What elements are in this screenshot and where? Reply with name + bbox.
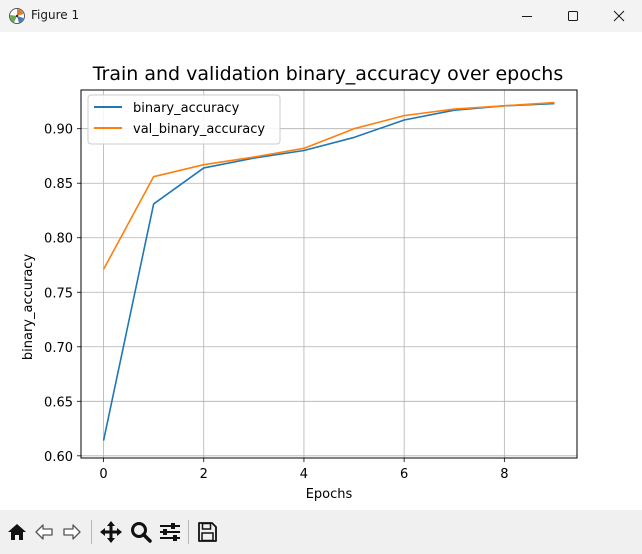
x-axis-ticks: 0 2 4 6 8 (99, 458, 508, 482)
data-series (102, 101, 555, 441)
configure-subplots-icon (160, 523, 180, 541)
x-tick-label: 4 (300, 467, 308, 482)
y-axis-ticks: 0.60 0.65 0.70 0.75 0.80 0.85 0.90 (44, 123, 81, 465)
forward-button[interactable] (59, 519, 85, 545)
x-tick-label: 6 (400, 467, 408, 482)
toolbar-separator (91, 520, 92, 544)
y-tick-label: 0.75 (44, 286, 73, 301)
legend-label-val-binary-accuracy: val_binary_accuracy (133, 122, 265, 137)
series-line-val-binary-accuracy (102, 101, 555, 270)
forward-arrow-icon (63, 524, 81, 540)
toolbar-separator (188, 520, 189, 544)
home-button[interactable] (4, 519, 30, 545)
x-tick-label: 2 (200, 467, 208, 482)
legend-box (87, 94, 281, 145)
window-title: Figure 1 (31, 8, 80, 22)
home-icon (8, 524, 26, 540)
y-tick-label: 0.65 (44, 395, 73, 410)
line-chart: Train and validation binary_accuracy ove… (21, 63, 578, 502)
y-tick-label: 0.80 (44, 232, 73, 247)
matplotlib-figure-icon (9, 8, 25, 24)
y-axis-label: binary_accuracy (21, 254, 36, 361)
x-tick-label: 0 (99, 467, 107, 482)
save-icon (198, 522, 217, 542)
figure-canvas[interactable]: Train and validation binary_accuracy ove… (0, 32, 642, 510)
chart-legend: binary_accuracy val_binary_accuracy (87, 94, 281, 145)
window-titlebar: Figure 1 (0, 0, 642, 32)
pan-icon (100, 521, 122, 543)
pan-button[interactable] (98, 519, 124, 545)
x-tick-label: 8 (500, 467, 508, 482)
y-tick-label: 0.70 (44, 341, 73, 356)
close-icon (613, 10, 625, 22)
plot-frame (80, 89, 578, 459)
back-button[interactable] (31, 519, 57, 545)
chart-title: Train and validation binary_accuracy ove… (92, 63, 564, 85)
grid-lines (81, 90, 577, 458)
y-tick-label: 0.90 (44, 123, 73, 138)
legend-label-binary-accuracy: binary_accuracy (133, 101, 240, 116)
x-axis-label: Epochs (306, 487, 353, 502)
configure-subplots-button[interactable] (157, 519, 183, 545)
save-button[interactable] (194, 519, 220, 545)
minimize-icon (522, 16, 532, 17)
back-arrow-icon (35, 524, 53, 540)
minimize-button[interactable] (504, 0, 550, 32)
navigation-toolbar (0, 510, 642, 554)
zoom-icon (131, 522, 152, 543)
maximize-button[interactable] (550, 0, 596, 32)
maximize-icon (568, 11, 578, 21)
close-button[interactable] (596, 0, 642, 32)
y-tick-label: 0.85 (44, 177, 73, 192)
zoom-button[interactable] (128, 519, 154, 545)
series-line-binary-accuracy (102, 102, 555, 441)
y-tick-label: 0.60 (44, 450, 73, 465)
